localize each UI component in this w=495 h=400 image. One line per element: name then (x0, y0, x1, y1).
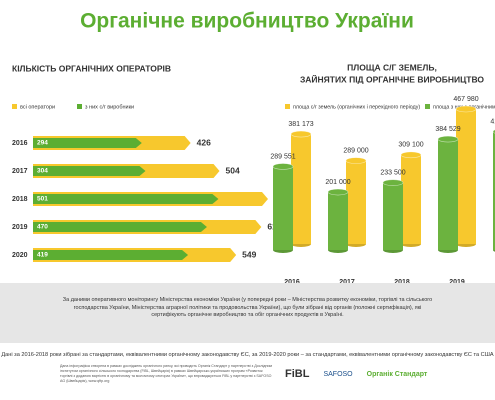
value-label: 504 (226, 165, 240, 175)
cylinder (345, 157, 367, 247)
y-tick-label: 2018 (12, 196, 28, 203)
logo: FiBL (285, 368, 310, 380)
value-label: 384 529 (435, 126, 460, 133)
cylinder-top (455, 105, 477, 113)
value-label: 549 (242, 249, 256, 259)
cylinder (382, 179, 404, 253)
cylinder (400, 151, 422, 247)
value-label: 233 500 (380, 169, 405, 176)
legend-label: всі оператори (20, 104, 55, 110)
value-label: 309 100 (398, 142, 423, 149)
cylinder-body (346, 160, 366, 244)
cylinder (455, 105, 477, 247)
value-label: 467 980 (453, 96, 478, 103)
chart-title: ЗАЙНЯТИХ ПІД ОРГАНІЧНЕ ВИРОБНИЦТВО (300, 73, 484, 84)
logo: Органік Стандарт (366, 370, 428, 378)
cylinder-top (345, 157, 367, 164)
bar (33, 222, 207, 232)
cylinder-top (272, 163, 294, 170)
cylinder-top (290, 130, 312, 138)
legend-label: з них с/г виробники (85, 104, 134, 110)
x-tick-label: 2016 (284, 279, 300, 283)
x-tick-label: 2017 (339, 279, 355, 283)
bar (33, 166, 146, 176)
legend-label: площа с/г земель (органічних і перехідно… (293, 104, 420, 110)
cylinder-body (383, 182, 403, 250)
cylinder-body (291, 134, 311, 244)
y-tick-label: 2019 (12, 224, 28, 231)
y-tick-label: 2017 (12, 168, 28, 175)
value-label: 201 000 (325, 179, 350, 186)
value-label: 289 551 (270, 153, 295, 160)
charts: Органічне виробництво України КІЛЬКІСТЬ … (12, 10, 495, 283)
bar (33, 194, 219, 204)
y-tick-label: 2020 (12, 252, 28, 259)
cylinder-top (327, 188, 349, 196)
value-label: 294 (37, 140, 48, 147)
value-label: 289 000 (343, 147, 368, 154)
cylinder (327, 188, 349, 253)
cylinder-body (438, 139, 458, 250)
legend-swatch (12, 104, 17, 109)
cylinder-body (328, 192, 348, 250)
credits: Дана інфографіка створена в рамках дослі… (60, 364, 272, 383)
cylinder-top (437, 135, 459, 143)
logo: SAFOSO (323, 370, 353, 378)
cylinder (272, 163, 294, 253)
source-note: За даними оперативного моніторингу Мініс… (0, 283, 495, 343)
value-label: 410 583 (490, 118, 495, 125)
cylinder-body (493, 131, 495, 250)
cylinder-body (456, 109, 476, 244)
value-label: 426 (197, 137, 211, 147)
main-title: Органічне виробництво України (80, 10, 414, 33)
cylinder-body (273, 166, 293, 250)
cylinder (290, 130, 312, 247)
cylinder-top (382, 179, 404, 186)
x-tick-label: 2018 (394, 279, 410, 283)
logos: FiBL SAFOSO Органік Стандарт (285, 368, 495, 380)
value-label: 470 (37, 224, 48, 231)
legend-swatch (425, 104, 430, 109)
value-label: 381 173 (288, 121, 313, 128)
value-label: 304 (37, 168, 48, 175)
cylinder (437, 135, 459, 253)
legend-swatch (77, 104, 82, 109)
bar (33, 250, 189, 260)
legend-swatch (285, 104, 290, 109)
value-label: 501 (37, 196, 48, 203)
cylinder-top (400, 151, 422, 159)
bar (33, 138, 142, 148)
footnote: Дані за 2016-2018 роки зібрані за станда… (1, 352, 494, 358)
y-tick-label: 2016 (12, 140, 28, 147)
cylinder-body (401, 154, 421, 244)
chart-title: КІЛЬКІСТЬ ОРГАНІЧНИХ ОПЕРАТОРІВ (12, 63, 171, 73)
value-label: 419 (37, 252, 48, 259)
chart-title: ПЛОЩА С/Г ЗЕМЕЛЬ, (347, 62, 437, 72)
x-tick-label: 2019 (449, 279, 465, 283)
